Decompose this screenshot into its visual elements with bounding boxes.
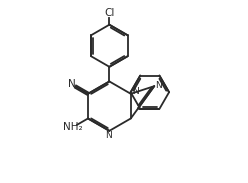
Text: N: N <box>105 131 112 140</box>
Text: N: N <box>132 87 139 96</box>
Text: N: N <box>68 79 76 89</box>
Text: NH₂: NH₂ <box>63 122 83 132</box>
Text: N: N <box>155 81 162 89</box>
Text: Cl: Cl <box>104 8 115 18</box>
